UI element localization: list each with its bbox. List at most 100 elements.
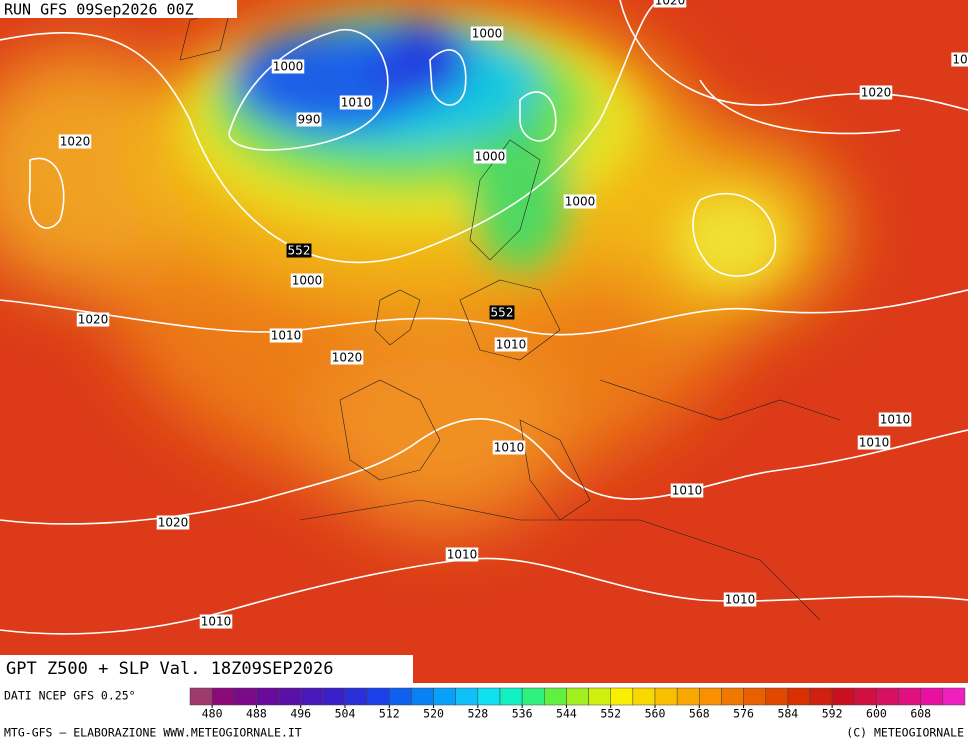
contour-label-box	[58, 134, 92, 149]
contour-label-box	[670, 483, 704, 498]
color-swatch	[654, 687, 678, 706]
contour-label: 1010	[201, 615, 232, 629]
color-swatch	[411, 687, 434, 706]
colorbar-tick-label: 536	[512, 707, 533, 721]
color-swatch	[831, 687, 855, 706]
contour-label: 1010	[725, 593, 756, 607]
contour-label-box	[330, 350, 364, 365]
color-swatch	[876, 687, 899, 706]
color-swatch	[433, 687, 456, 706]
contour-label-box	[199, 614, 233, 629]
contour-label: 1000	[475, 150, 506, 164]
header-box	[0, 0, 237, 18]
map-field	[0, 0, 968, 683]
run-label: RUN GFS 09Sep2026 00Z	[4, 1, 194, 19]
color-swatch	[189, 687, 213, 706]
credit: MTG-GFS — ELABORAZIONE WWW.METEOGIORNALE…	[4, 726, 302, 740]
colorbar-tick-label: 568	[689, 707, 710, 721]
contour-label: 990	[298, 113, 321, 127]
contour-labels: 1000 1000 1010 990 1020 1000 1020 1000 552 1000 10…	[58, 0, 968, 629]
colorbar-tick-label: 488	[246, 707, 267, 721]
contour-label-box	[653, 0, 687, 8]
color-swatch	[610, 687, 634, 706]
color-swatch	[544, 687, 567, 706]
contour-label-box	[271, 59, 305, 74]
color-swatch	[300, 687, 324, 706]
contour-label: 1010	[494, 441, 525, 455]
color-swatch	[699, 687, 722, 706]
title-box	[0, 655, 413, 683]
colorbar-tick-label: 592	[822, 707, 843, 721]
contour-label-box	[489, 305, 515, 320]
contour-label: 1010	[271, 329, 302, 343]
contour-label: 1020	[861, 86, 892, 100]
color-swatch	[765, 687, 789, 706]
color-swatch	[366, 687, 390, 706]
contour-label-box	[339, 95, 373, 110]
color-swatch	[566, 687, 589, 706]
colorbar-tick-label: 528	[467, 707, 488, 721]
color-swatch	[676, 687, 700, 706]
colorbar-tick-label: 544	[556, 707, 577, 721]
contour-label-box	[290, 273, 324, 288]
color-swatch	[632, 687, 656, 706]
copyright: (C) METEOGIORNALE	[846, 726, 964, 740]
color-swatch	[278, 687, 301, 706]
color-swatch	[234, 687, 257, 706]
contour-label: 1010	[447, 548, 478, 562]
contour-label: 1010	[859, 436, 890, 450]
color-swatch	[344, 687, 368, 706]
contour-label: 1020	[158, 516, 189, 530]
contour-label: 1010	[672, 484, 703, 498]
color-swatch	[942, 687, 966, 706]
colorbar-tick-label: 480	[202, 707, 223, 721]
colorbar-tick-label: 608	[910, 707, 931, 721]
contour-label-box	[269, 328, 303, 343]
contour-label-box	[296, 112, 322, 127]
coastlines	[179, 9, 841, 621]
color-swatch	[211, 687, 235, 706]
colorbar-tick-label: 560	[645, 707, 666, 721]
contour-label: 1010	[496, 338, 527, 352]
color-swatch	[721, 687, 744, 706]
map-title: GPT Z500 + SLP Val. 18Z09SEP2026	[6, 659, 334, 679]
contour-label-box	[857, 435, 891, 450]
color-swatch	[256, 687, 279, 706]
contour-label-box	[445, 547, 479, 562]
colorbar-tick-label: 552	[600, 707, 621, 721]
color-swatch	[898, 687, 921, 706]
contour-label: 1000	[565, 195, 596, 209]
contour-label-box	[286, 243, 312, 258]
contour-label-box	[494, 337, 528, 352]
contour-label: 1000	[472, 27, 503, 41]
contour-label: 1020	[78, 313, 109, 327]
colorbar-tick-label: 584	[777, 707, 798, 721]
color-swatch	[389, 687, 412, 706]
contour-label: 1000	[273, 60, 304, 74]
color-swatch	[521, 687, 545, 706]
colorbar-tick-label: 600	[866, 707, 887, 721]
contour-label: 1010	[880, 413, 911, 427]
colorbar-tick-label: 520	[423, 707, 444, 721]
colorbar: 480 488 496 504 512 520 528 536 544 552 560 568 576 5…	[189, 687, 966, 721]
contour-label: 1020	[655, 0, 686, 8]
contour-label-box	[951, 52, 968, 67]
contour-label: 1020	[60, 135, 91, 149]
contour-label-box	[76, 312, 110, 327]
color-swatch	[477, 687, 501, 706]
color-swatch	[743, 687, 766, 706]
color-swatch	[455, 687, 479, 706]
colorbar-tick-label: 576	[733, 707, 754, 721]
color-swatch	[809, 687, 833, 706]
color-swatch	[588, 687, 611, 706]
contour-label-box	[156, 515, 190, 530]
contour-label-box	[723, 592, 757, 607]
colorbar-tick-label: 496	[290, 707, 311, 721]
contour-label: 1000	[292, 274, 323, 288]
source: DATI NCEP GFS 0.25°	[4, 689, 136, 703]
color-swatch	[854, 687, 877, 706]
contour-label: 552	[288, 244, 311, 258]
contour-label: 552	[491, 306, 514, 320]
color-swatch	[322, 687, 346, 706]
